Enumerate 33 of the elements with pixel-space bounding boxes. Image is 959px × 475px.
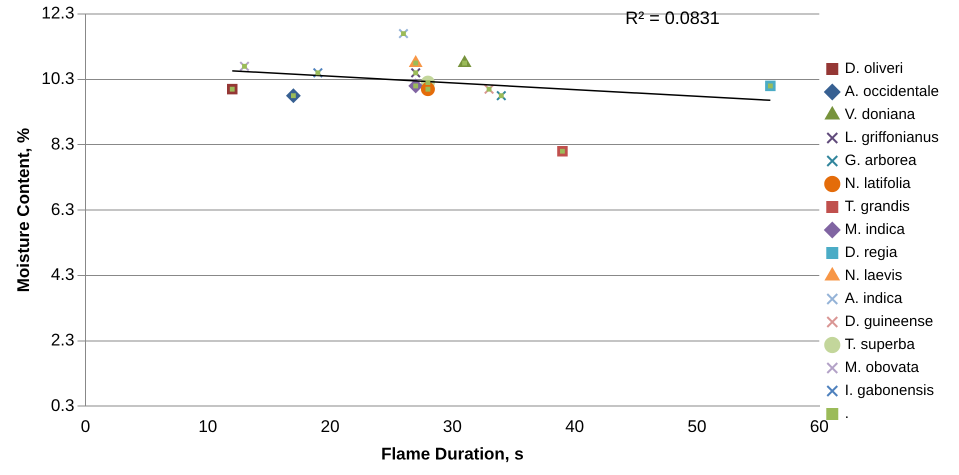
y-tick-label: 2.3 <box>50 330 74 350</box>
legend-label: D. oliveri <box>844 60 904 78</box>
legend-label: D. guineense <box>844 313 934 330</box>
y-axis-title: Moisture Content, % <box>14 128 33 292</box>
legend-label: M. obovata <box>844 359 920 376</box>
legend-label: T. grandis <box>844 198 910 216</box>
y-tick-label: 8.3 <box>50 134 74 154</box>
legend-label: L. griffonianus <box>844 129 939 146</box>
y-tick-label: 6.3 <box>50 200 74 219</box>
x-axis-title: Flame Duration, s <box>381 444 524 464</box>
legend-label: A. occidentale <box>844 83 940 100</box>
legend-label: I. gabonensis <box>844 382 934 400</box>
legend-label: N. laevis <box>844 267 902 284</box>
y-tick-label: 12.3 <box>41 4 74 23</box>
y-tick-label: 4.3 <box>50 265 74 284</box>
legend-label: G. arborea <box>844 152 918 170</box>
legend-label: D. regia <box>844 244 898 262</box>
x-tick-label: 50 <box>688 417 706 436</box>
annotation: R² = 0.0831 <box>625 8 720 28</box>
legend-label: A. indica <box>844 290 903 308</box>
legend-label: M. indica <box>844 221 906 238</box>
x-tick-label: 40 <box>565 417 584 436</box>
x-tick-label: 10 <box>198 417 218 436</box>
legend-label: T. superba <box>844 336 916 354</box>
legend-label: V. doniana <box>844 106 916 124</box>
x-tick-label: 20 <box>320 417 340 436</box>
x-tick-label: 60 <box>810 417 829 436</box>
y-tick-label: 0.3 <box>50 396 74 415</box>
x-tick-label: 30 <box>442 417 462 436</box>
y-tick-label: 10.3 <box>41 69 74 88</box>
legend-label: N. latifolia <box>844 175 912 192</box>
x-tick-label: 0 <box>80 417 90 436</box>
legend-label: . <box>844 405 849 422</box>
